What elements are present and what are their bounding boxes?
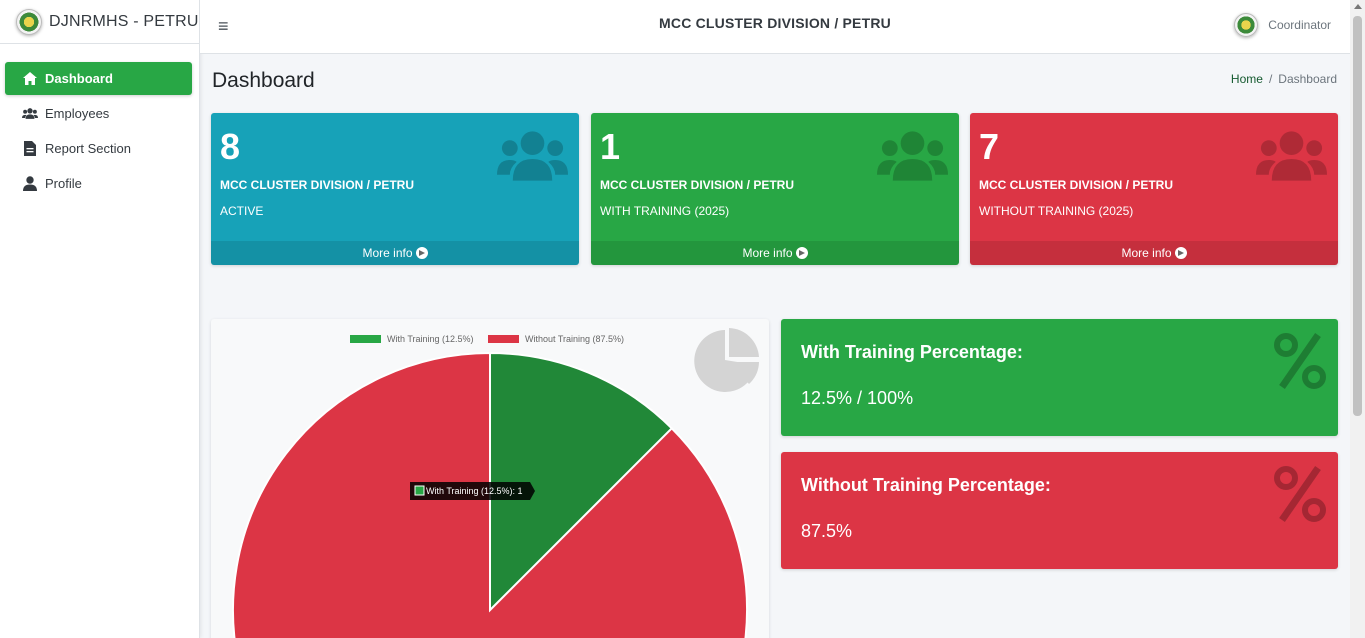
scrollbar-thumb[interactable] <box>1353 16 1362 416</box>
box-sublabel: WITH TRAINING (2025) <box>600 204 730 218</box>
home-icon <box>20 71 39 86</box>
percentage-title: Without Training Percentage: <box>801 475 1051 495</box>
percent-icon <box>1274 464 1326 524</box>
sidebar-item-profile[interactable]: Profile <box>5 167 192 200</box>
box-label: MCC CLUSTER DIVISION / PETRU <box>220 178 415 192</box>
percent-icon <box>1274 331 1326 391</box>
breadcrumb-separator: / <box>1268 72 1273 86</box>
percentage-value: 87.5% <box>801 521 853 541</box>
chart-pie-icon-wedge-2 <box>729 362 759 384</box>
hamburger-menu-icon[interactable]: ≡ <box>218 16 229 36</box>
box-count: 1 <box>600 126 621 167</box>
box-label: MCC CLUSTER DIVISION / PETRU <box>600 178 795 192</box>
chart-tooltip-text: With Training (12.5%): 1 <box>426 486 523 496</box>
legend-label: Without Training (87.5%) <box>525 334 624 344</box>
users-icon <box>877 129 948 183</box>
box-count: 7 <box>979 126 1000 167</box>
box-label: MCC CLUSTER DIVISION / PETRU <box>979 178 1174 192</box>
page-title: Dashboard <box>212 69 315 92</box>
with-training-box: 1 MCC CLUSTER DIVISION / PETRU WITH TRAI… <box>591 113 959 265</box>
brand-text: DJNRMHS - PETRU <box>49 12 199 30</box>
pie-slice-0 <box>489 351 674 613</box>
page-scrollbar[interactable] <box>1350 0 1365 638</box>
sidebar-item-dashboard[interactable]: Dashboard <box>5 62 192 95</box>
user-icon <box>20 176 39 191</box>
more-info-label: More info <box>362 246 413 260</box>
user-name: Coordinator <box>1268 18 1331 32</box>
user-menu[interactable]: Coordinator <box>1234 13 1331 37</box>
pie-slice-1 <box>232 351 748 638</box>
arrow-circle-right-icon <box>795 247 808 259</box>
training-pie-chart: With Training (12.5%) Without Training (8… <box>232 328 759 638</box>
sidebar-item-report-section[interactable]: Report Section <box>5 132 192 165</box>
users-icon <box>497 129 568 183</box>
top-navbar: ≡ MCC CLUSTER DIVISION / PETRU Coordinat… <box>200 0 1350 54</box>
users-icon <box>20 106 39 121</box>
chart-pie-icon <box>694 330 756 392</box>
sidebar: DJNRMHS - PETRU Dashboard Employees Repo… <box>0 0 200 638</box>
box-sublabel: ACTIVE <box>220 204 264 218</box>
breadcrumb-current: Dashboard <box>1278 72 1337 86</box>
sidebar-item-employees[interactable]: Employees <box>5 97 192 130</box>
legend-label: With Training (12.5%) <box>387 334 474 344</box>
chart-tooltip-bg <box>410 482 535 500</box>
sidebar-nav: Dashboard Employees Report Section Profi… <box>0 44 199 200</box>
file-icon <box>20 141 39 156</box>
percentage-value: 12.5% / 100% <box>801 388 914 408</box>
more-info-link[interactable]: More info <box>970 241 1338 265</box>
percentage-title: With Training Percentage: <box>801 342 1023 362</box>
sidebar-item-label: Profile <box>45 176 82 191</box>
active-count-box: 8 MCC CLUSTER DIVISION / PETRU ACTIVE Mo… <box>211 113 579 265</box>
training-pie-chart-card: With Training (12.5%) Without Training (8… <box>211 319 769 638</box>
scroll-up-arrow-icon[interactable] <box>1354 4 1362 9</box>
box-sublabel: WITHOUT TRAINING (2025) <box>979 204 1134 218</box>
sidebar-item-label: Dashboard <box>45 71 113 86</box>
legend-swatch <box>350 335 381 343</box>
more-info-label: More info <box>1121 246 1172 260</box>
breadcrumb-home-link[interactable]: Home <box>1230 72 1263 86</box>
more-info-link[interactable]: More info <box>591 241 959 265</box>
arrow-circle-right-icon <box>415 247 428 259</box>
chart-pie-icon-wedge <box>729 328 759 357</box>
without-training-box: 7 MCC CLUSTER DIVISION / PETRU WITHOUT T… <box>970 113 1338 265</box>
more-info-link[interactable]: More info <box>211 241 579 265</box>
user-avatar-icon <box>1234 13 1259 37</box>
arrow-circle-right-icon <box>1174 247 1187 259</box>
users-icon <box>1256 129 1327 183</box>
breadcrumb: Home / Dashboard <box>1231 72 1337 86</box>
without-training-percentage-box: Without Training Percentage: 87.5% <box>781 452 1338 569</box>
sidebar-item-label: Employees <box>45 106 110 121</box>
brand-logo-icon <box>16 8 42 35</box>
with-training-percentage-box: With Training Percentage: 12.5% / 100% <box>781 319 1338 436</box>
brand-link[interactable]: DJNRMHS - PETRU <box>0 0 199 44</box>
box-count: 8 <box>220 126 241 167</box>
more-info-label: More info <box>742 246 793 260</box>
legend-swatch <box>488 335 519 343</box>
chart-tooltip-swatch <box>414 485 425 496</box>
header-title: MCC CLUSTER DIVISION / PETRU <box>659 15 891 31</box>
sidebar-item-label: Report Section <box>45 141 131 156</box>
